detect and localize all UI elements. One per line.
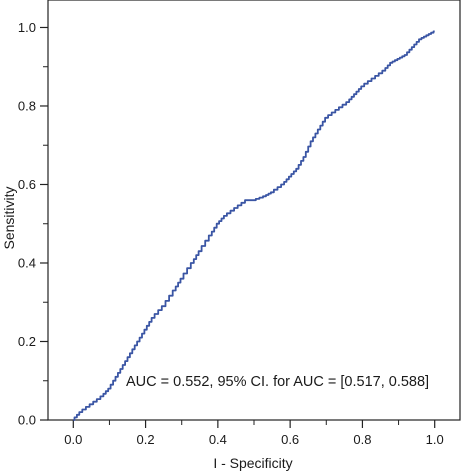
x-tick-label: 0.4 [209,432,227,447]
x-tick-label: 0.8 [353,432,371,447]
y-tick-label: 0.6 [18,177,36,192]
y-axis-ticks: 0.0 0.2 0.4 0.6 0.8 1.0 [18,20,48,428]
y-tick-label: 0.2 [18,334,36,349]
roc-curve-line [73,30,435,421]
y-tick-label: 0.4 [18,255,36,270]
y-tick-label: 0.0 [18,413,36,428]
x-tick-label: 0.2 [137,432,155,447]
y-tick-label: 0.8 [18,98,36,113]
y-axis-label: Sensitivity [1,186,17,249]
plot-frame [47,0,461,421]
y-tick-label: 1.0 [18,20,36,35]
x-tick-label: 0.6 [281,432,299,447]
x-tick-label: 0.0 [64,432,82,447]
x-tick-label: 1.0 [426,432,444,447]
x-axis-label: I - Specificity [213,455,292,471]
auc-annotation: AUC = 0.552, 95% CI. for AUC = [0.517, 0… [126,374,429,390]
x-axis-ticks: 0.0 0.2 0.4 0.6 0.8 1.0 [64,420,444,447]
